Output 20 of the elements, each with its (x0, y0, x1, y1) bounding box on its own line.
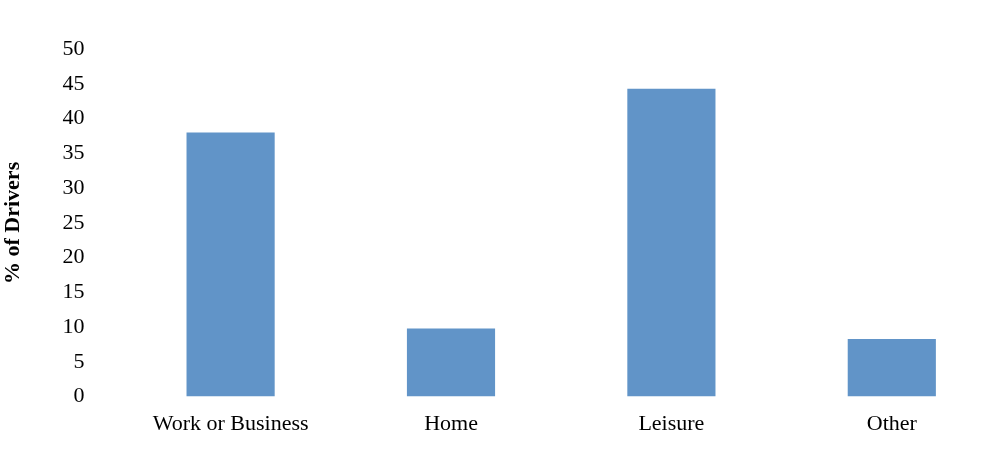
bar (847, 338, 936, 397)
bar (406, 328, 496, 397)
y-tick-label: 30 (62, 173, 85, 199)
y-axis-title: % of Drivers (0, 161, 24, 284)
bar (627, 88, 716, 397)
y-tick-label: 25 (62, 208, 85, 234)
x-tick-label: Leisure (638, 409, 705, 435)
y-tick-label: 40 (62, 104, 85, 130)
bar (186, 132, 275, 397)
y-tick-label: 45 (62, 69, 85, 95)
x-tick-label: Work or Business (152, 409, 309, 435)
y-tick-label: 20 (62, 243, 85, 269)
y-tick-label: 10 (62, 312, 85, 338)
y-tick-label: 50 (62, 34, 85, 60)
x-tick-label: Home (424, 409, 478, 435)
y-tick-label: 0 (73, 382, 85, 408)
y-tick-label: 5 (73, 347, 85, 373)
x-tick-label: Other (866, 409, 918, 435)
y-tick-label: 15 (62, 278, 85, 304)
y-tick-label: 35 (62, 139, 85, 165)
